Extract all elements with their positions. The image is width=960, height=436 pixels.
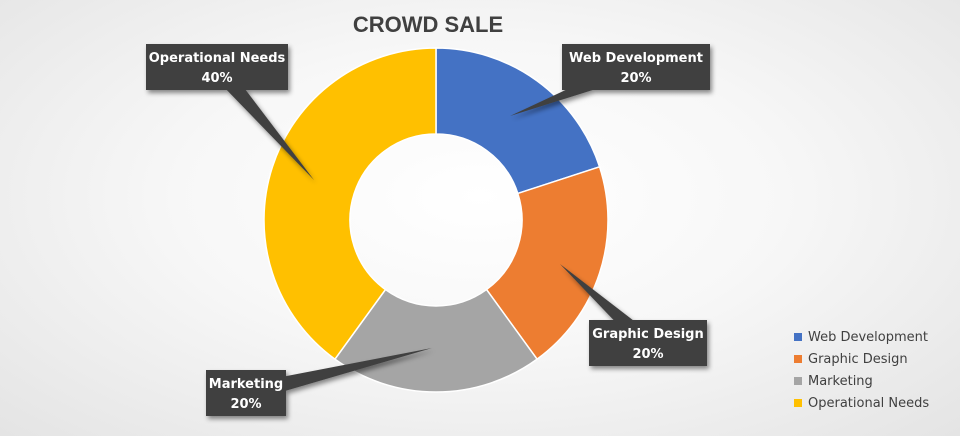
callouts-group: Web Development 20% Graphic Design 20% Marke… — [146, 44, 710, 416]
data-label-category: Marketing — [209, 377, 283, 392]
data-label-value: 40% — [201, 71, 232, 86]
callout-box — [146, 44, 288, 90]
legend-item-graphic-design: Graphic Design — [794, 348, 929, 370]
legend-label: Operational Needs — [808, 395, 930, 411]
callout-box — [206, 370, 286, 416]
legend-label: Graphic Design — [808, 351, 908, 367]
callout-box — [562, 44, 710, 90]
callout-operational-needs — [146, 44, 314, 180]
callout-pointer — [210, 61, 314, 180]
legend-label: Marketing — [808, 373, 873, 389]
legend: Web Development Graphic Design Marketing… — [794, 326, 929, 414]
callout-graphic-design — [560, 264, 707, 366]
data-label-category: Operational Needs — [149, 51, 286, 66]
callout-web-development — [510, 44, 710, 116]
slices-group — [263, 47, 609, 393]
slice-web-development — [435, 47, 601, 195]
callout-marketing — [206, 348, 432, 416]
data-label-category: Web Development — [569, 51, 703, 66]
data-label-category: Graphic Design — [592, 327, 703, 342]
callout-pointer — [243, 348, 432, 402]
legend-swatch — [794, 399, 802, 407]
data-label-value: 20% — [620, 71, 651, 86]
data-label-value: 20% — [632, 347, 663, 362]
legend-item-marketing: Marketing — [794, 370, 929, 392]
legend-swatch — [794, 377, 802, 385]
legend-item-web-development: Web Development — [794, 326, 929, 348]
slice-operational-needs — [263, 47, 437, 361]
callout-box — [589, 320, 707, 366]
legend-swatch — [794, 333, 802, 341]
legend-swatch — [794, 355, 802, 363]
legend-label: Web Development — [808, 329, 928, 345]
chart-title: CROWD SALE — [353, 12, 503, 37]
legend-item-operational-needs: Operational Needs — [794, 392, 929, 414]
slice-graphic-design — [485, 165, 609, 361]
data-label-value: 20% — [230, 397, 261, 412]
